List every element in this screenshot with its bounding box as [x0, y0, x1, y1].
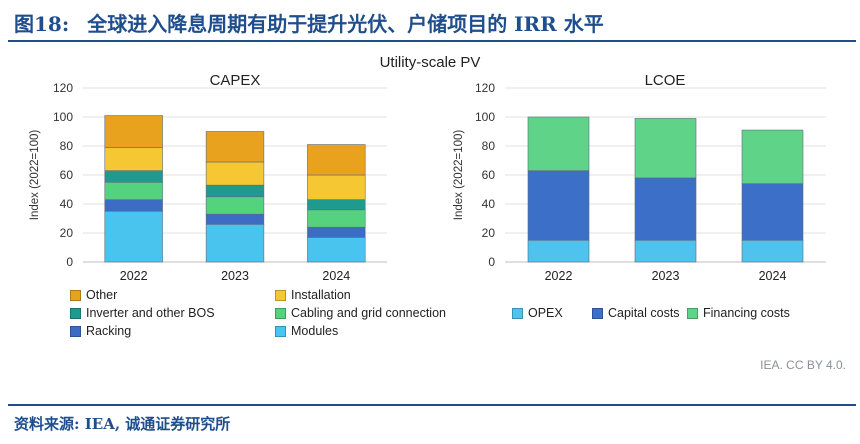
lcoe-legend-swatch	[687, 307, 698, 319]
lcoe-y-tick-label: 120	[475, 81, 495, 95]
capex-y-tick-label: 60	[60, 168, 74, 182]
lcoe-legend-swatch	[512, 307, 523, 319]
capex-x-tick-label: 2024	[322, 269, 350, 283]
capex-bar-segment	[307, 144, 366, 176]
lcoe-bar-segment	[634, 177, 697, 241]
capex-legend-label: Cabling and grid connection	[291, 306, 446, 320]
capex-bar-segment	[307, 199, 366, 211]
capex-legend-label: Inverter and other BOS	[86, 306, 215, 320]
lcoe-x-tick-label: 2024	[759, 269, 787, 283]
capex-legend-item: Other	[70, 288, 117, 302]
capex-legend-item: Installation	[275, 288, 351, 302]
lcoe-y-tick-label: 60	[482, 168, 496, 182]
capex-legend-swatch	[70, 325, 81, 337]
capex-bar-segment	[205, 224, 265, 263]
lcoe-y-tick-label: 0	[488, 255, 495, 269]
capex-chart-title: CAPEX	[210, 72, 261, 89]
source-text: 资料来源: IEA, 诚通证券研究所	[14, 415, 231, 433]
chart-suptitle: Utility-scale PV	[379, 54, 481, 71]
capex-bar-segment	[205, 213, 265, 225]
capex-bar-segment	[104, 115, 163, 148]
capex-y-tick-label: 20	[60, 226, 74, 240]
credit-text: IEA. CC BY 4.0.	[760, 358, 846, 372]
capex-bar-segment	[104, 199, 163, 212]
capex-legend-item: Cabling and grid connection	[275, 306, 446, 320]
capex-y-tick-label: 0	[66, 255, 73, 269]
capex-bar-segment	[307, 226, 366, 238]
capex-bar-segment	[104, 210, 163, 263]
lcoe-legend-label: Financing costs	[703, 306, 790, 320]
lcoe-x-tick-label: 2022	[545, 269, 573, 283]
capex-bar-segment	[205, 184, 265, 198]
capex-bar-segment	[104, 170, 163, 183]
capex-y-tick-label: 40	[60, 197, 74, 211]
capex-legend-item: Racking	[70, 324, 131, 338]
lcoe-chart-title: LCOE	[645, 72, 686, 89]
capex-legend-label: Racking	[86, 324, 132, 338]
lcoe-x-tick-label: 2023	[652, 269, 680, 283]
lcoe-bar-segment	[527, 239, 590, 263]
lcoe-y-tick-label: 20	[482, 226, 496, 240]
capex-bar-segment	[104, 147, 163, 171]
capex-legend-label: Modules	[291, 324, 339, 338]
capex-bar-segment	[104, 181, 163, 200]
capex-legend-swatch	[70, 307, 81, 319]
capex-legend-label: Other	[86, 288, 118, 302]
capex-legend-item: Inverter and other BOS	[70, 306, 215, 320]
capex-legend-swatch	[275, 289, 286, 301]
capex-legend-label: Installation	[291, 288, 351, 302]
capex-bar-segment	[307, 209, 366, 228]
lcoe-bar-segment	[634, 239, 697, 263]
source-rule	[8, 404, 856, 406]
lcoe-bar-segment	[741, 129, 804, 185]
capex-x-tick-label: 2023	[221, 269, 249, 283]
lcoe-bar-segment	[741, 239, 804, 263]
lcoe-legend-item: Capital costs	[592, 306, 680, 320]
figure-title: 图18: 全球进入降息周期有助于提升光伏、户储项目的 IRR 水平	[14, 8, 622, 37]
capex-legend-swatch	[275, 307, 286, 319]
lcoe-y-tick-label: 80	[482, 139, 496, 153]
capex-legend-item: Modules	[275, 324, 338, 338]
capex-bar-segment	[205, 131, 265, 163]
lcoe-y-axis-label: Index (2022=100)	[453, 130, 465, 221]
lcoe-bar-segment	[634, 118, 697, 179]
capex-bar-segment	[205, 196, 265, 215]
capex-y-tick-label: 120	[53, 81, 73, 95]
capex-bar-segment	[307, 237, 366, 263]
lcoe-y-tick-label: 100	[475, 110, 495, 124]
figure-label: 图18:	[14, 12, 70, 36]
lcoe-legend-item: Financing costs	[687, 306, 790, 320]
capex-legend-swatch	[70, 289, 81, 301]
lcoe-legend-swatch	[592, 307, 603, 319]
capex-x-tick-label: 2022	[120, 269, 148, 283]
lcoe-bar-segment	[527, 116, 590, 171]
lcoe-y-tick-label: 40	[482, 197, 496, 211]
capex-y-axis-label: Index (2022=100)	[29, 130, 41, 221]
lcoe-bar-segment	[741, 183, 804, 241]
capex-bar-segment	[307, 174, 366, 200]
lcoe-legend-label: OPEX	[528, 306, 563, 320]
lcoe-legend-item: OPEX	[512, 306, 563, 320]
lcoe-legend-label: Capital costs	[608, 306, 680, 320]
capex-y-tick-label: 100	[53, 110, 73, 124]
capex-bar-segment	[205, 161, 265, 186]
title-rule	[8, 40, 856, 42]
figure-title-text: 全球进入降息周期有助于提升光伏、户储项目的 IRR 水平	[87, 12, 604, 36]
capex-y-tick-label: 80	[60, 139, 74, 153]
capex-legend-swatch	[275, 325, 286, 337]
lcoe-bar-segment	[527, 170, 590, 241]
